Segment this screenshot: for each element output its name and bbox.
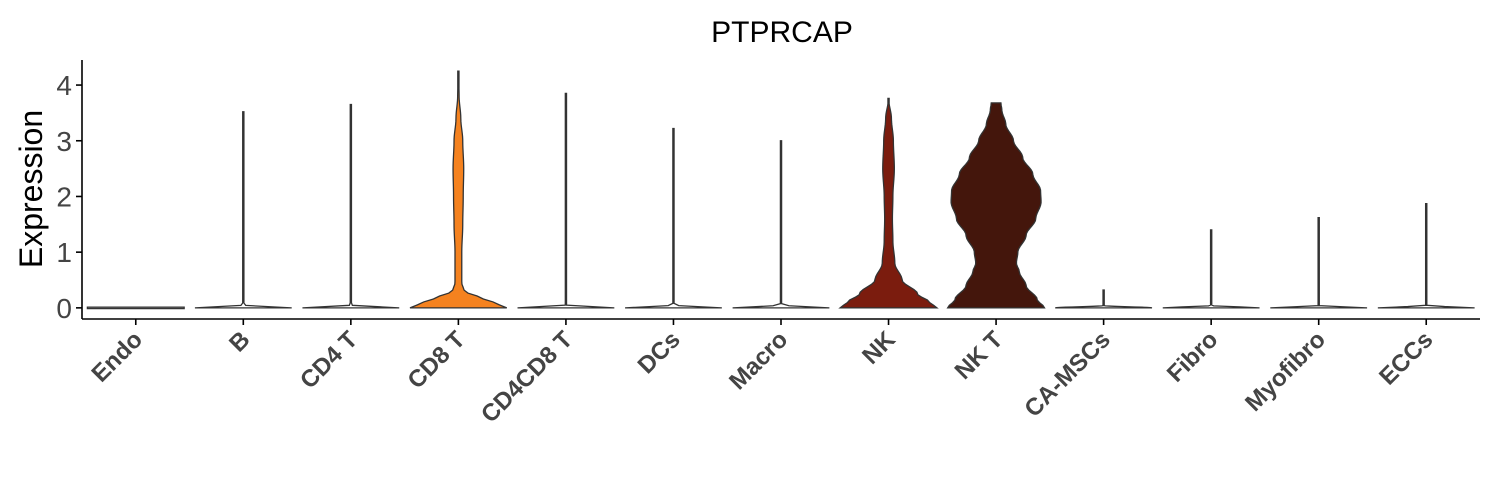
violin-myofibro [1270, 216, 1368, 309]
violin-cd4cd8-t [517, 92, 615, 309]
x-tick-label: CD8 T [403, 326, 471, 394]
violin-ca-mscs [1055, 289, 1153, 309]
chart-title: PTPRCAP [711, 16, 853, 49]
y-tick-label: 1 [56, 237, 72, 268]
y-tick-label: 3 [56, 126, 72, 157]
x-tick-label: CD4CD8 T [476, 326, 578, 428]
violin-cd4-t [302, 103, 400, 309]
y-axis-label: Expression [13, 110, 49, 268]
x-tick-label: Endo [86, 326, 148, 388]
violin-cd8-t [409, 70, 508, 309]
x-tick-label: CD4 T [295, 326, 363, 394]
x-axis-ticks: Endo B CD4 T CD8 T CD4CD8 T DCs Macro NK NK T CA-… [86, 319, 1438, 428]
violin-dcs [625, 127, 722, 309]
y-tick-label: 4 [56, 70, 72, 101]
y-tick-label: 2 [56, 181, 72, 212]
y-axis-ticks: 0 1 2 3 4 [56, 70, 82, 324]
x-tick-label: NK T [950, 326, 1009, 385]
violin-nk-t [946, 102, 1046, 309]
x-tick-label: Macro [724, 326, 793, 395]
y-tick-label: 0 [56, 293, 72, 324]
x-tick-label: Fibro [1162, 326, 1224, 388]
violin-fibro [1162, 229, 1260, 309]
violins-layer [86, 70, 1475, 310]
x-tick-label: ECCs [1374, 326, 1438, 390]
violin-nk [838, 97, 939, 309]
violin-eccs [1377, 203, 1475, 309]
violin-endo [86, 306, 185, 310]
violin-b [194, 111, 292, 309]
x-tick-label: NK [857, 326, 901, 370]
x-tick-label: B [224, 326, 255, 357]
x-tick-label: CA-MSCs [1019, 326, 1115, 422]
x-tick-label: Myofibro [1240, 326, 1331, 417]
violin-macro [732, 140, 830, 309]
x-tick-label: DCs [633, 326, 686, 379]
